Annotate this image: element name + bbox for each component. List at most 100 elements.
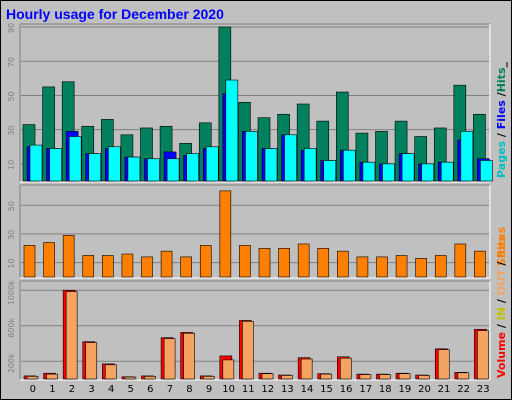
pages-bar (88, 153, 102, 182)
out-bar (457, 372, 470, 380)
hits-legend-part: / (495, 129, 508, 141)
hits-panel-ytick-label: 10 (7, 160, 16, 170)
volume-panel-ytick-label: 1000k (7, 280, 16, 305)
pages-bar (68, 136, 82, 182)
sites-bar (62, 235, 75, 278)
hour-label: 17 (359, 384, 372, 395)
pages-bar (245, 131, 258, 182)
sites-bar (141, 256, 153, 278)
volume-legend-part: OUT (495, 269, 508, 295)
sites-panel-ytick-label: 10 (7, 258, 16, 268)
hour-label: 4 (108, 384, 114, 395)
pages-bar (225, 79, 239, 182)
pages-bar (205, 146, 219, 182)
volume-legend-part: Sites (495, 226, 508, 257)
pages-bar (29, 144, 43, 182)
sites-bar (297, 243, 310, 278)
volume-panel-ytick-label: 200k (7, 353, 16, 373)
sites-bar (356, 256, 369, 278)
sites-bar (199, 245, 212, 278)
sites-bar (102, 255, 114, 278)
out-bar (300, 358, 313, 380)
hour-label: 18 (379, 384, 392, 395)
hour-label: 19 (399, 384, 412, 395)
volume-panel-ytick-label: 600k (7, 317, 16, 337)
pages-bar (147, 158, 160, 182)
out-bar (340, 357, 352, 380)
out-bar (65, 291, 78, 380)
hour-label: 16 (340, 384, 353, 395)
out-bar (379, 374, 391, 380)
hour-label: 22 (457, 384, 470, 395)
hits-legend: Pages / Files /Hits_ (495, 62, 508, 179)
out-bar (183, 332, 195, 380)
sites-bar (434, 255, 447, 278)
sites-bar (395, 255, 408, 278)
out-bar (46, 373, 58, 380)
pages-bar (264, 148, 278, 182)
hits-legend-part: Pages (495, 140, 508, 178)
pages-bar (343, 149, 356, 182)
sites-bar (454, 243, 467, 278)
sites-bar (121, 253, 134, 278)
volume-legend-part: / (495, 295, 508, 307)
pages-bar (323, 160, 337, 182)
sites-bar (376, 256, 388, 278)
hour-label: 0 (30, 384, 36, 395)
pages-bar (186, 153, 199, 182)
hits-legend-part: _ (495, 62, 508, 68)
volume-legend-part: IN (495, 307, 508, 320)
pages-bar (108, 146, 121, 182)
hour-label: 7 (167, 384, 173, 395)
hits-legend-part: / (495, 91, 508, 100)
hits-panel-ytick-label: 50 (7, 91, 16, 101)
hour-label: 5 (128, 384, 134, 395)
out-bar (437, 349, 450, 380)
hour-label: 13 (281, 384, 294, 395)
sites-bar (82, 255, 95, 278)
out-bar (398, 373, 411, 380)
sites-bar (258, 247, 271, 278)
volume-legend: Volume / IN / OUT / Sites (495, 226, 508, 378)
sites-bar (317, 247, 330, 278)
volume-legend-part: Volume (495, 332, 508, 378)
out-bar (105, 364, 117, 380)
hour-label: 2 (69, 384, 75, 395)
hits-panel-ytick-label: 30 (7, 125, 16, 135)
pages-bar (166, 158, 180, 182)
out-bar (359, 374, 372, 380)
out-bar (144, 376, 156, 380)
pages-bar (421, 163, 434, 182)
out-bar (477, 330, 489, 380)
hour-label: 21 (438, 384, 451, 395)
pages-bar (49, 148, 62, 182)
sites-bar (474, 250, 486, 278)
out-bar (202, 376, 215, 380)
volume-panel (20, 281, 490, 380)
pages-bar (284, 134, 297, 182)
hour-label: 1 (49, 384, 55, 395)
pages-bar (362, 161, 376, 182)
hour-label: 14 (301, 384, 314, 395)
volume-legend-part: / (495, 320, 508, 332)
volume-legend-part: / (495, 258, 508, 270)
hour-label: 3 (88, 384, 94, 395)
hits-panel-ytick-label: 70 (7, 57, 16, 67)
pages-bar (460, 131, 474, 182)
hour-label: 8 (186, 384, 192, 395)
hour-label: 20 (418, 384, 431, 395)
sites-bar (180, 256, 192, 278)
pages-bar (480, 160, 493, 182)
sites-bar (219, 190, 232, 278)
hits-legend-part: Hits (495, 67, 508, 92)
out-bar (222, 359, 235, 380)
hour-label: 9 (206, 384, 212, 395)
out-bar (26, 376, 39, 380)
pages-bar (303, 148, 317, 182)
out-bar (163, 338, 176, 380)
hits-legend-part: Files (495, 100, 508, 130)
sites-bar (160, 250, 173, 278)
hour-label: 12 (261, 384, 274, 395)
pages-bar (440, 161, 454, 182)
